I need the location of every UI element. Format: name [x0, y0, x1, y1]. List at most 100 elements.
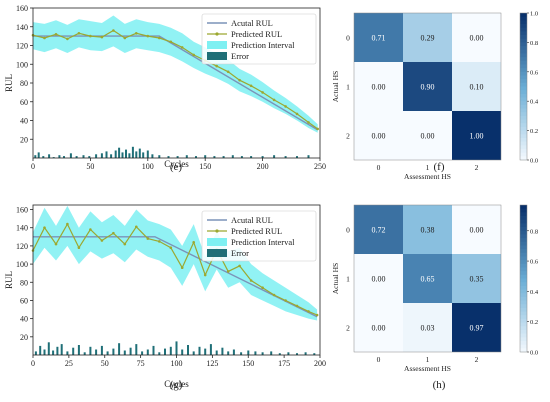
y-tick-label: 60: [20, 296, 28, 305]
y-tick-label: 80: [20, 278, 28, 287]
error-bar: [37, 152, 40, 158]
colorbar-segment: [520, 68, 527, 73]
error-bar: [284, 156, 287, 158]
heatmap-value: 0.00: [372, 83, 386, 92]
error-bar: [105, 151, 108, 158]
legend-swatch-predicted-marker: [215, 32, 219, 36]
predicted-rul-point: [226, 270, 230, 273]
colorbar-segment: [520, 282, 527, 287]
heatmap-cell: [452, 303, 501, 352]
colorbar-segment: [520, 293, 527, 298]
predicted-rul-point: [249, 84, 253, 88]
colorbar-segment: [520, 223, 527, 228]
error-bar: [135, 151, 138, 158]
predicted-rul-point: [77, 246, 81, 249]
heatmap-cell: [354, 111, 403, 160]
colorbar-segment: [520, 337, 527, 342]
error-bar: [82, 155, 85, 158]
predicted-rul-point: [89, 34, 92, 38]
heatmap-cell: [354, 205, 403, 254]
predicted-rul-point: [261, 286, 264, 290]
x-tick-label: 2: [475, 163, 479, 172]
colorbar-segment: [520, 307, 527, 312]
heatmap-cell: [452, 205, 501, 254]
error-bar: [100, 153, 103, 158]
y-tick-label: 140: [16, 224, 28, 233]
predicted-rul-point: [146, 237, 150, 240]
colorbar-tick-label: 0.6: [530, 259, 539, 266]
colorbar-segment: [520, 57, 527, 62]
error-bar: [192, 351, 195, 355]
y-tick-label: 0: [346, 226, 350, 235]
error-bar: [125, 149, 127, 158]
error-bar: [254, 351, 257, 355]
y-tick-label: 20: [20, 135, 28, 144]
error-bar: [129, 347, 132, 355]
predicted-rul-point: [180, 266, 184, 270]
colorbar-segment: [520, 322, 527, 327]
heatmap-cell: [403, 205, 452, 254]
heatmap-value: 0.38: [421, 226, 435, 235]
colorbar-segment: [520, 16, 527, 21]
colorbar-segment: [520, 333, 527, 338]
colorbar-segment: [520, 49, 527, 54]
colorbar-segment: [520, 245, 527, 250]
panel-f: 0.71 0.29 0.000.00 0.90 0.100.00 0.00 1.000 1 20…: [331, 11, 539, 182]
predicted-rul-point: [249, 279, 253, 282]
colorbar-segment: [520, 205, 527, 210]
predicted-rul-point: [135, 32, 138, 35]
error-bar: [273, 155, 276, 158]
error-bar: [221, 347, 224, 355]
error-bar: [204, 348, 207, 355]
error-bar: [123, 350, 126, 355]
legend-entry: Predicted RUL: [231, 226, 282, 236]
predicted-rul-point: [316, 127, 320, 131]
colorbar-segment: [520, 296, 527, 301]
x-tick-label: 50: [86, 162, 94, 171]
panel-label-f: (f): [434, 161, 445, 173]
colorbar-segment: [520, 101, 527, 106]
error-bar: [43, 349, 46, 355]
colorbar-segment: [520, 230, 527, 235]
error-bar: [247, 350, 250, 355]
colorbar-segment: [520, 348, 527, 353]
error-bar: [231, 155, 234, 158]
predicted-rul-point: [66, 222, 69, 226]
predicted-rul-point: [215, 64, 218, 68]
y-tick-label: 1: [346, 275, 350, 284]
predicted-rul-point: [169, 40, 173, 44]
error-bar: [296, 156, 298, 158]
x-tick-label: 0: [31, 359, 35, 368]
error-bar: [121, 152, 124, 158]
colorbar-segment: [520, 311, 527, 316]
heatmap-cell: [354, 303, 403, 352]
colorbar-segment: [520, 267, 527, 272]
error-bar: [110, 154, 113, 159]
colorbar-segment: [520, 119, 527, 124]
heatmap-cell: [403, 303, 452, 352]
colorbar-segment: [520, 20, 527, 25]
x-tick-label: 150: [199, 162, 211, 171]
legend-entry: Predicted RUL: [231, 29, 282, 39]
colorbar-segment: [520, 115, 527, 120]
predicted-rul-point: [180, 46, 184, 49]
colorbar-frame: [519, 12, 528, 161]
error-bar: [287, 352, 290, 355]
colorbar-segment: [520, 90, 527, 95]
error-bar: [34, 351, 37, 355]
colorbar-segment: [520, 24, 527, 29]
predicted-rul-point: [192, 241, 195, 244]
predicted-rul-point: [100, 239, 104, 242]
colorbar-segment: [520, 148, 527, 154]
error-bar: [66, 351, 69, 355]
predicted-rul-point: [158, 240, 161, 243]
heatmap-value: 0.97: [470, 324, 484, 333]
predicted-rul-point: [261, 91, 264, 94]
error-bar: [158, 352, 161, 355]
error-bar: [34, 155, 37, 158]
heatmap-value: 0.35: [470, 275, 484, 284]
panel-label-g: (g): [170, 379, 183, 391]
y-tick-label: 0: [346, 34, 350, 43]
error-bar: [167, 156, 170, 158]
colorbar-segment: [520, 75, 527, 80]
